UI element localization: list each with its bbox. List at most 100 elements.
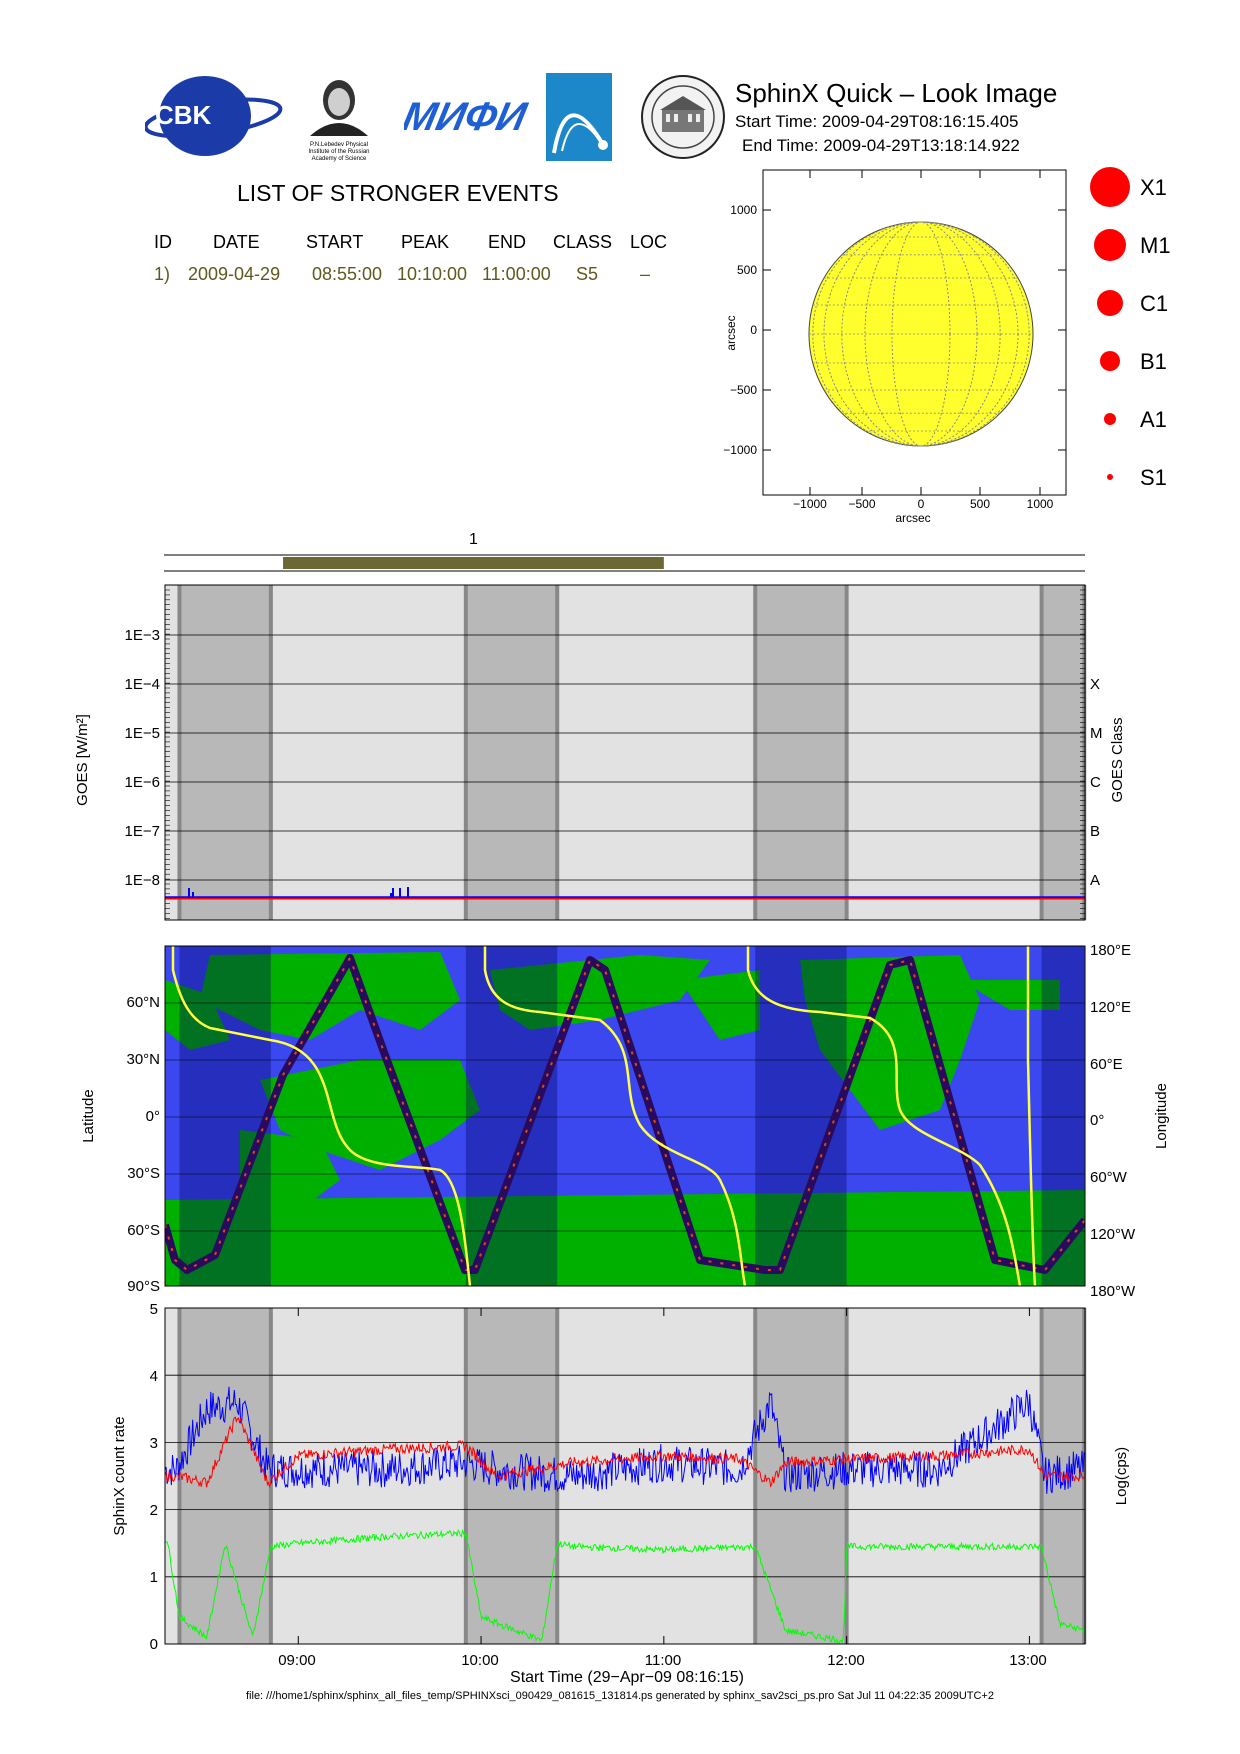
- rate-ylabel: SphinX count rate: [111, 1416, 128, 1535]
- legend-dot-b1: [1100, 351, 1120, 371]
- sun-map-ytick: 1000: [730, 203, 757, 217]
- rate-xtick: 10:00: [461, 1652, 499, 1669]
- goes-ytick: 1E−6: [125, 774, 160, 791]
- sun-map-ytick: 500: [737, 263, 757, 277]
- sun-map-xlabel: arcsec: [895, 511, 930, 525]
- goes-class-tick: M: [1090, 725, 1103, 742]
- events-header-date: DATE: [213, 232, 260, 252]
- svg-text:P.N.Lebedev Physical: P.N.Lebedev Physical: [310, 142, 368, 148]
- sun-map-ylabel: arcsec: [724, 315, 738, 350]
- legend-dot-m1: [1094, 229, 1126, 261]
- sun-map-disk-group: [808, 221, 1034, 447]
- event-bar-label: 1: [469, 531, 478, 548]
- events-header-start: START: [306, 232, 364, 252]
- legend-label-m1: M1: [1140, 233, 1171, 258]
- goes-class-tick: X: [1090, 676, 1100, 693]
- legend-label-s1: S1: [1140, 465, 1167, 490]
- orbit-lat-tick: 30°S: [127, 1165, 160, 1182]
- night-shade: [179, 585, 271, 920]
- longitude-curve: [171, 946, 472, 1286]
- goes-ytick: 1E−8: [125, 872, 160, 889]
- sun-map: arcsec arcsec −1000 −500 0 500 1000 1000…: [723, 169, 1067, 525]
- longitude-curve: [1026, 946, 1037, 1286]
- orbit-lat-tick: 60°N: [126, 994, 160, 1011]
- orbit-lat-tick: 90°S: [127, 1278, 160, 1295]
- rate-panel: SphinX count rate Log(cps) 5 4 3 2 1 0 0…: [111, 1301, 1130, 1686]
- sun-longitude-line: [812, 221, 1030, 447]
- satellite-track: [165, 954, 1085, 1274]
- cbk-logo: CBK: [143, 74, 285, 158]
- legend-dot-x1: [1090, 167, 1130, 207]
- orbit-land: [800, 955, 980, 1130]
- goes-panel: GOES [W/m²] GOES Class 1E−3 1E−4 1E−5 1E…: [74, 584, 1126, 921]
- orbit-lon-tick: 180°E: [1090, 942, 1131, 959]
- rate-ytick: 5: [150, 1301, 158, 1318]
- svg-text:Academy of Science: Academy of Science: [312, 156, 367, 162]
- day-background: [165, 585, 1085, 920]
- sun-longitude-line: [864, 221, 978, 447]
- miphi-logo: МИФИ: [399, 86, 532, 146]
- goes-class-tick: B: [1090, 823, 1100, 840]
- night-shade: [465, 585, 558, 920]
- event-row-loc: –: [640, 264, 651, 284]
- night-shade: [1041, 585, 1085, 920]
- event-row-id: 1): [154, 264, 171, 284]
- goes-series: [165, 887, 1085, 900]
- night-shade: [755, 585, 847, 920]
- goes-ytick: 1E−4: [125, 676, 160, 693]
- sun-map-xtick: 500: [970, 497, 990, 511]
- sun-map-ytick: 0: [750, 323, 757, 337]
- events-header-loc: LOC: [630, 232, 668, 252]
- longitude-curve: [746, 946, 1022, 1286]
- rate-series-line: [165, 1416, 1085, 1489]
- orbit-land: [490, 955, 710, 1030]
- sun-map-ytick: −500: [730, 383, 757, 397]
- lebedev-portrait-logo: P.N.Lebedev Physical Institute of the Ru…: [296, 70, 382, 162]
- rate-series-line: [165, 1386, 1085, 1494]
- orbit-lon-tick: 60°E: [1090, 1056, 1123, 1073]
- legend-dot-c1: [1097, 290, 1123, 316]
- sun-map-xtick: −500: [848, 497, 875, 511]
- legend-label-x1: X1: [1140, 175, 1167, 200]
- goes-class-tick: A: [1090, 872, 1100, 889]
- event-timeline: 1: [164, 531, 1085, 572]
- orbit-right-label: Longitude: [1153, 1083, 1170, 1149]
- class-size-legend: X1 M1 C1 B1 A1 S1: [1090, 167, 1171, 490]
- orbit-land: [680, 970, 760, 1040]
- lebedev-portrait-graphic: P.N.Lebedev Physical Institute of the Ru…: [308, 80, 370, 162]
- rate-xtick: 11:00: [645, 1652, 681, 1669]
- orbit-lon-tick: 120°E: [1090, 999, 1131, 1016]
- event-row-end: 11:00:00: [482, 264, 551, 284]
- university-seal-graphic: [641, 75, 725, 159]
- events-header-class: CLASS: [553, 232, 613, 252]
- rate-ytick: 2: [150, 1502, 158, 1519]
- sun-map-xtick: −1000: [793, 497, 827, 511]
- end-time: End Time: 2009-04-29T13:18:14.922: [742, 136, 1020, 155]
- rate-xtick: 09:00: [278, 1652, 316, 1669]
- orbit-lon-tick: 60°W: [1090, 1169, 1128, 1186]
- svg-text:Institute of the Russian: Institute of the Russian: [308, 149, 369, 155]
- rate-right-label: Log(cps): [1113, 1447, 1130, 1505]
- start-time: Start Time: 2009-04-29T08:16:15.405: [735, 112, 1019, 131]
- legend-label-c1: C1: [1140, 291, 1168, 316]
- orbit-panel: Latitude Longitude 60°N 30°N 0° 30°S 60°…: [80, 942, 1170, 1300]
- events-title: LIST OF STRONGER EVENTS: [237, 180, 559, 206]
- longitude-curve: [483, 946, 747, 1286]
- university-seal-logo: [640, 74, 726, 160]
- orbit-lat-tick: 60°S: [127, 1222, 160, 1239]
- rate-ytick: 1: [150, 1569, 158, 1586]
- legend-dot-s1: [1107, 474, 1113, 480]
- sun-map-xtick: 0: [918, 497, 925, 511]
- sun-map-xtick: 1000: [1027, 497, 1054, 511]
- legend-label-a1: A1: [1140, 407, 1167, 432]
- night-shade: [179, 1308, 271, 1644]
- event-bar-1: [283, 557, 664, 569]
- comet-logo-graphic: [546, 73, 612, 161]
- cbk-logo-text: CBK: [155, 100, 212, 130]
- goes-ytick: 1E−3: [125, 627, 160, 644]
- rate-ytick: 3: [150, 1435, 158, 1452]
- event-row-peak: 10:10:00: [397, 264, 468, 284]
- rate-ytick: 4: [150, 1368, 158, 1385]
- orbit-ylabel: Latitude: [80, 1089, 97, 1142]
- goes-background: [165, 585, 1087, 920]
